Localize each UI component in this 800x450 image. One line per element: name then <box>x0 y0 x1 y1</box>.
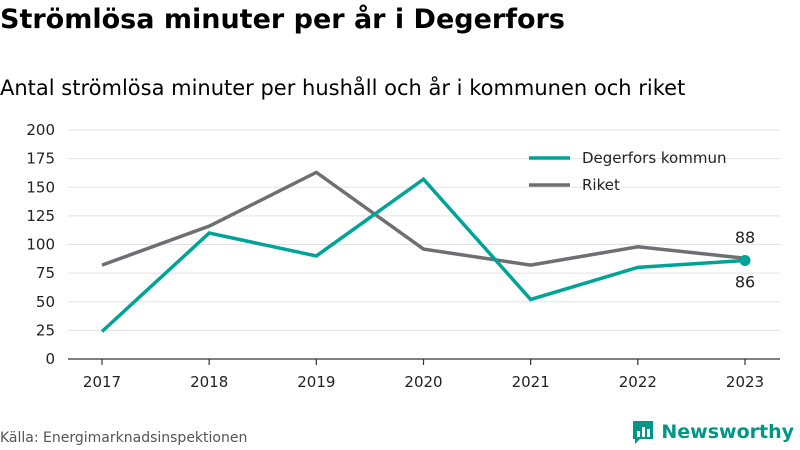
series-line-riket <box>101 170 746 267</box>
y-tick-label: 200 <box>26 121 55 139</box>
y-tick-label: 175 <box>26 150 55 168</box>
x-tick-label: 2021 <box>512 373 550 391</box>
y-tick-label: 100 <box>26 236 55 254</box>
x-tick-label: 2019 <box>297 373 335 391</box>
x-tick-label: 2022 <box>619 373 657 391</box>
chart-title: Strömlösa minuter per år i Degerfors <box>0 4 565 35</box>
source-note: Källa: Energimarknadsinspektionen <box>0 430 248 446</box>
end-value-label: 88 <box>735 228 755 247</box>
y-tick-label: 125 <box>26 207 55 225</box>
series-line-degerfors-kommun <box>100 176 746 333</box>
legend-label: Riket <box>582 176 620 194</box>
x-tick-label: 2017 <box>83 373 121 391</box>
y-tick-label: 0 <box>45 350 55 368</box>
legend-label: Degerfors kommun <box>582 149 726 167</box>
grid-lines <box>68 129 780 360</box>
brand-logo: Newsworthy <box>631 419 794 445</box>
legend: Degerfors kommun Riket <box>529 149 726 194</box>
y-tick-label: 50 <box>36 293 55 311</box>
end-value-label: 86 <box>735 273 755 292</box>
series-lines <box>100 170 751 333</box>
end-data-labels: 86 88 <box>735 228 755 291</box>
x-tick-label: 2023 <box>726 373 764 391</box>
x-axis: 2017 2018 2019 2020 2021 2022 2023 <box>68 358 780 391</box>
y-tick-label: 25 <box>36 321 55 339</box>
newsworthy-logo-icon <box>633 421 654 444</box>
chart-subtitle: Antal strömlösa minuter per hushåll och … <box>0 76 686 100</box>
y-tick-label: 75 <box>36 264 55 282</box>
x-tick-label: 2018 <box>190 373 228 391</box>
x-tick-label: 2020 <box>404 373 442 391</box>
y-axis-tick-labels: 0 25 50 75 100 125 150 175 200 <box>26 121 55 368</box>
y-tick-label: 150 <box>26 178 55 196</box>
brand-name: Newsworthy <box>661 421 794 443</box>
series-endpoint-marker <box>739 255 751 267</box>
